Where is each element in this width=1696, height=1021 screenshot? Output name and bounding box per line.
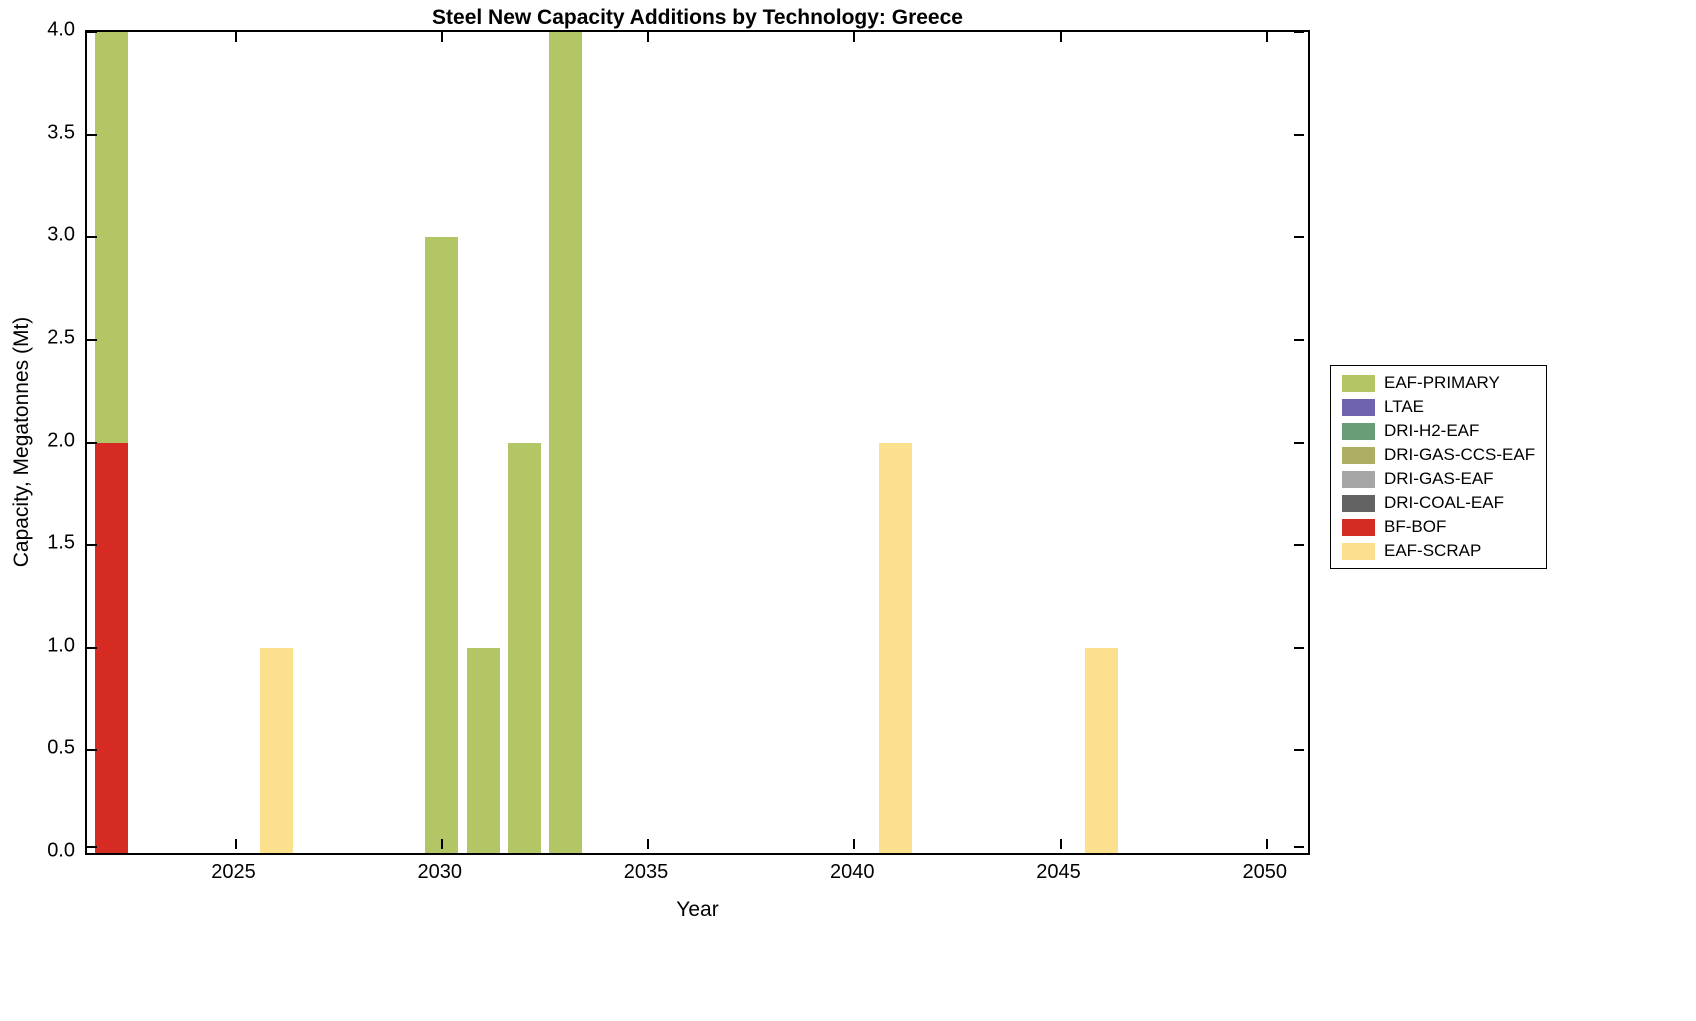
legend-swatch [1342, 470, 1375, 488]
tick-mark [87, 544, 97, 547]
legend-swatch [1342, 518, 1375, 536]
tick-mark [1294, 31, 1304, 33]
tick-mark [87, 749, 97, 752]
tick-mark [1294, 236, 1304, 239]
y-tick-label: 3.5 [47, 121, 75, 144]
y-tick-label: 2.5 [47, 326, 75, 349]
tick-mark [87, 846, 97, 848]
legend-item: DRI-H2-EAF [1342, 421, 1535, 441]
tick-mark [87, 646, 97, 649]
tick-mark [1265, 839, 1268, 849]
tick-mark [87, 441, 97, 444]
tick-mark [87, 236, 97, 239]
legend-label: BF-BOF [1384, 517, 1447, 536]
y-tick-label: 0.5 [47, 736, 75, 759]
legend-swatch [1342, 422, 1375, 440]
bar-segment-2022-EAF-PRIMARY [95, 32, 129, 443]
legend-label: EAF-SCRAP [1384, 541, 1482, 560]
y-tick-label: 4.0 [47, 18, 75, 41]
x-tick-label: 2050 [1242, 861, 1288, 883]
y-tick-label: 3.0 [47, 223, 75, 246]
chart-title: Steel New Capacity Additions by Technolo… [432, 6, 963, 29]
tick-mark [1294, 646, 1304, 649]
legend-swatch [1342, 398, 1375, 416]
tick-mark [1059, 32, 1062, 42]
tick-mark [1294, 338, 1304, 341]
bar-segment-2041-EAF-SCRAP [879, 442, 912, 853]
legend-item: EAF-PRIMARY [1342, 373, 1535, 393]
bar-segment-2030-EAF-PRIMARY [425, 237, 459, 853]
legend-item: LTAE [1342, 397, 1535, 417]
x-tick-label: 2040 [830, 861, 875, 883]
legend-swatch [1342, 374, 1375, 392]
plot-area [85, 30, 1310, 855]
legend-label: DRI-H2-EAF [1384, 421, 1480, 440]
x-tick-label: 2030 [417, 861, 463, 883]
legend-item: DRI-COAL-EAF [1342, 493, 1535, 513]
y-tick-label: 1.0 [47, 634, 75, 657]
bar-segment-2032-EAF-PRIMARY [507, 442, 541, 853]
y-tick-label: 2.0 [47, 429, 75, 451]
tick-mark [1294, 441, 1304, 444]
legend: EAF-PRIMARY LTAE DRI-H2-EAF DRI-GAS-CCS-EAF… [1330, 365, 1548, 569]
legend-label: DRI-COAL-EAF [1384, 493, 1504, 512]
tick-mark [1294, 846, 1304, 848]
tick-mark [853, 839, 856, 849]
bar-segment-2033-EAF-PRIMARY [549, 32, 582, 853]
legend-label: DRI-GAS-CCS-EAF [1384, 445, 1536, 464]
tick-mark [1294, 133, 1304, 136]
legend-label: DRI-GAS-EAF [1384, 469, 1494, 488]
legend-swatch [1342, 494, 1375, 512]
bar-segment-2046-EAF-SCRAP [1085, 647, 1119, 853]
tick-mark [440, 839, 443, 849]
tick-mark [647, 32, 649, 42]
tick-mark [234, 839, 237, 849]
legend-label: EAF-PRIMARY [1384, 373, 1500, 392]
legend-item: DRI-GAS-EAF [1342, 469, 1535, 489]
tick-mark [87, 133, 97, 136]
x-tick-label: 2025 [211, 861, 256, 883]
legend-swatch [1342, 542, 1375, 560]
x-tick-label: 2035 [623, 861, 669, 883]
y-tick-label: 1.5 [47, 531, 75, 554]
tick-mark [1294, 544, 1304, 547]
tick-mark [1265, 32, 1268, 42]
legend-item: DRI-GAS-CCS-EAF [1342, 445, 1535, 465]
tick-mark [853, 32, 856, 42]
tick-mark [647, 839, 649, 849]
y-tick-label: 0.0 [47, 839, 75, 862]
tick-mark [1059, 839, 1062, 849]
tick-mark [234, 32, 237, 42]
bar-segment-2031-EAF-PRIMARY [466, 647, 500, 853]
x-axis-label: Year [676, 898, 719, 921]
tick-mark [440, 32, 443, 42]
legend-item: EAF-SCRAP [1342, 541, 1535, 561]
legend-label: LTAE [1384, 397, 1424, 416]
tick-mark [87, 31, 97, 33]
bar-segment-2026-EAF-SCRAP [260, 647, 294, 853]
legend-item: BF-BOF [1342, 517, 1535, 537]
legend-swatch [1342, 446, 1375, 464]
bar-segment-2022-BF-BOF [95, 442, 129, 853]
tick-mark [1294, 749, 1304, 752]
x-tick-label: 2045 [1036, 861, 1081, 883]
tick-mark [87, 338, 97, 341]
